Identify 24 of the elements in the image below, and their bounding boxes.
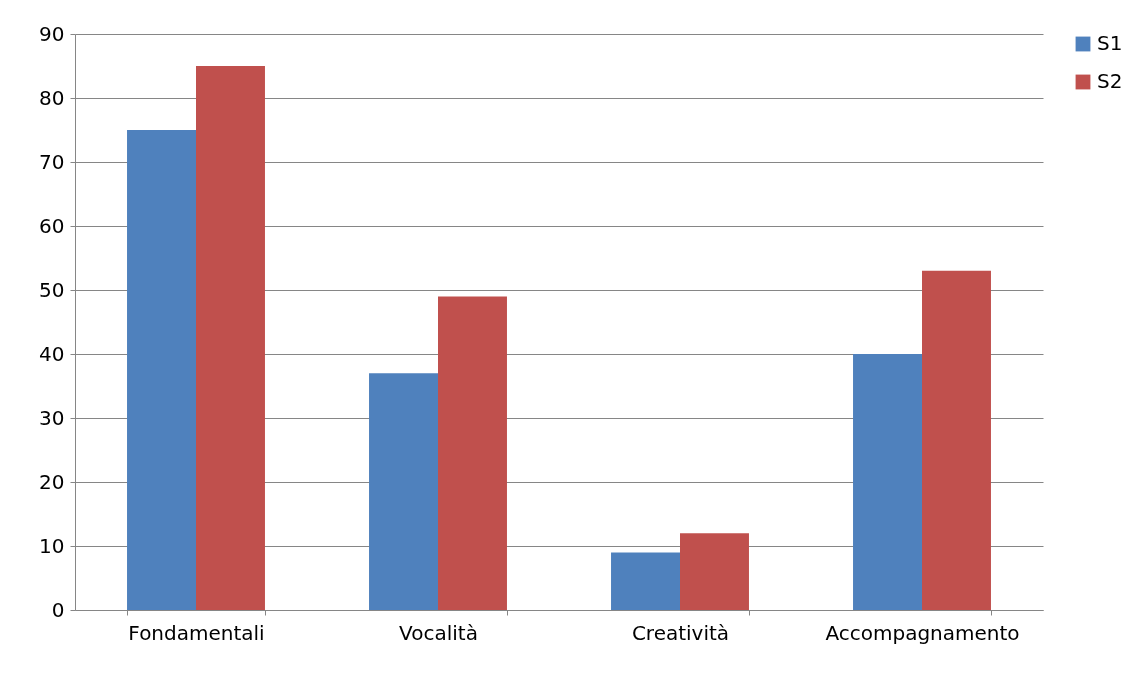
y-tick-label: 80 <box>39 85 65 110</box>
y-tick-label: 10 <box>39 533 65 558</box>
y-tick-label: 60 <box>39 213 65 238</box>
y-tick-label: 30 <box>39 405 65 430</box>
legend-label: S2 <box>1097 69 1123 93</box>
bar <box>127 130 196 610</box>
bar <box>196 66 265 610</box>
y-tick-label: 50 <box>39 277 65 302</box>
legend-label: S1 <box>1097 31 1123 55</box>
x-tick-label: Creatività <box>631 620 730 645</box>
y-tick-label: 0 <box>51 597 65 622</box>
bar <box>853 354 922 610</box>
y-tick-label: 40 <box>39 341 65 366</box>
bar <box>680 533 749 610</box>
x-tick-label: Fondamentali <box>128 620 265 645</box>
y-tick-label: 70 <box>39 149 65 174</box>
bar <box>922 270 991 610</box>
bar <box>369 373 438 610</box>
y-tick-label: 20 <box>39 469 65 494</box>
x-tick-label: Accompagnamento <box>825 620 1020 645</box>
x-tick-label: Vocalità <box>399 620 478 645</box>
bar <box>438 296 507 610</box>
y-tick-label: 90 <box>39 21 65 46</box>
bar <box>611 552 680 610</box>
